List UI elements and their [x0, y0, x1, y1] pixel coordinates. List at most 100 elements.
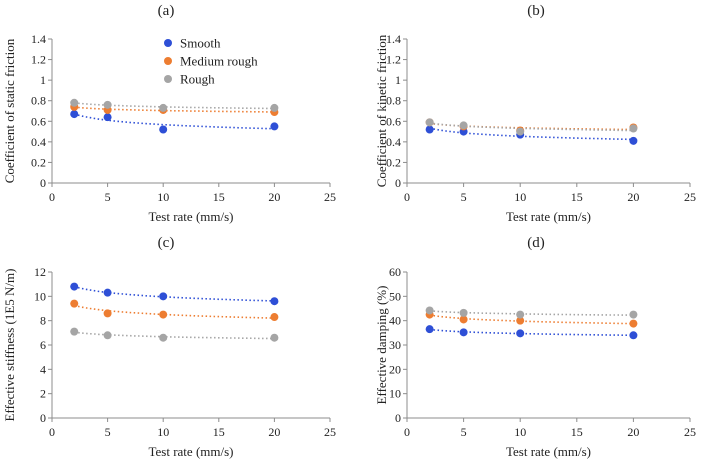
- data-point-medium-rough: [103, 309, 112, 318]
- legend-marker-rough: [164, 75, 172, 83]
- data-point-smooth: [70, 110, 79, 119]
- chart-panel-c: 0 2 4 6 8 10 12 0 5 10 15 20 25 Test rate (mm/s) Effec…: [2, 235, 336, 459]
- data-point-medium-rough: [459, 315, 468, 324]
- y-tick-label: 50: [389, 289, 401, 303]
- y-tick-label: 30: [389, 338, 401, 352]
- y-tick-label: 8: [40, 314, 46, 328]
- data-point-rough: [70, 327, 79, 336]
- data-point-rough: [629, 124, 638, 133]
- x-tick-label: 15: [571, 190, 583, 204]
- panel-label: (b): [527, 3, 545, 19]
- data-point-medium-rough: [159, 310, 168, 319]
- x-tick-label: 20: [268, 190, 280, 204]
- x-tick-label: 10: [514, 425, 526, 439]
- data-point-rough: [425, 118, 434, 127]
- data-point-smooth: [270, 297, 279, 306]
- chart-panel-d: 0 10 20 30 40 50 60 0 5 10 15 20 25 Test rate (mm/s) E…: [374, 235, 696, 459]
- y-tick-label: 0: [40, 176, 46, 190]
- y-tick-label: 40: [389, 314, 401, 328]
- y-tick-label: 0: [395, 411, 401, 425]
- data-point-smooth: [159, 125, 168, 134]
- data-point-medium-rough: [629, 319, 638, 328]
- x-tick-label: 20: [268, 425, 280, 439]
- data-point-smooth: [459, 328, 468, 337]
- x-tick-label: 25: [684, 190, 696, 204]
- trendline-rough: [74, 102, 275, 110]
- y-tick-label: 10: [389, 387, 401, 401]
- x-tick-label: 0: [49, 425, 55, 439]
- x-tick-label: 10: [514, 190, 526, 204]
- data-point-rough: [459, 121, 468, 130]
- y-axis-label: Coefficient of static friction: [2, 38, 17, 183]
- data-point-rough: [159, 103, 168, 112]
- data-point-smooth: [270, 122, 279, 131]
- x-axis-label: Test rate (mm/s): [506, 444, 591, 459]
- y-tick-label: 0.8: [386, 94, 401, 108]
- data-point-medium-rough: [70, 299, 79, 308]
- x-tick-label: 0: [404, 425, 410, 439]
- trendline-smooth: [73, 285, 275, 302]
- data-point-rough: [516, 310, 525, 319]
- x-tick-label: 15: [213, 425, 225, 439]
- legend-marker-smooth: [164, 39, 172, 47]
- chart-panel-b: 0 0.2 0.4 0.6 0.8 1 1.2 1.4 0 5 10 15 20 25 Test rate …: [374, 3, 696, 224]
- data-point-rough: [103, 100, 112, 109]
- trendline-medium-rough: [74, 304, 275, 319]
- x-tick-label: 5: [461, 425, 467, 439]
- y-tick-label: 1: [395, 73, 401, 87]
- y-tick-label: 0.6: [386, 114, 401, 128]
- data-point-rough: [459, 308, 468, 317]
- y-tick-label: 0.8: [31, 94, 46, 108]
- x-tick-label: 5: [461, 190, 467, 204]
- y-axis-label: Effective stiffness (1E5 N/m): [2, 269, 17, 422]
- x-tick-label: 10: [157, 190, 169, 204]
- data-point-smooth: [629, 136, 638, 145]
- x-axis-label: Test rate (mm/s): [148, 444, 233, 459]
- data-point-smooth: [629, 331, 638, 340]
- y-tick-label: 1.4: [31, 32, 46, 46]
- y-tick-label: 2: [40, 387, 46, 401]
- data-point-medium-rough: [270, 313, 279, 322]
- x-tick-label: 5: [105, 425, 111, 439]
- x-tick-label: 15: [213, 190, 225, 204]
- x-tick-label: 0: [404, 190, 410, 204]
- x-tick-label: 25: [684, 425, 696, 439]
- data-point-rough: [159, 333, 168, 342]
- trendline-rough: [74, 331, 275, 340]
- x-tick-label: 25: [324, 425, 336, 439]
- data-point-rough: [270, 103, 279, 112]
- x-tick-label: 15: [571, 425, 583, 439]
- data-point-smooth: [425, 125, 434, 134]
- data-point-medium-rough: [516, 316, 525, 325]
- y-tick-label: 4: [40, 362, 46, 376]
- data-point-rough: [629, 310, 638, 319]
- x-tick-label: 25: [324, 190, 336, 204]
- y-tick-label: 0.6: [31, 114, 46, 128]
- panel-label: (c): [158, 235, 175, 251]
- panel-label: (a): [158, 3, 175, 19]
- y-tick-label: 0: [40, 411, 46, 425]
- data-point-smooth: [425, 325, 434, 334]
- y-tick-label: 0: [395, 176, 401, 190]
- y-tick-label: 1: [40, 73, 46, 87]
- y-axis-label: Coefficient of kinetic friction: [374, 34, 389, 187]
- data-point-smooth: [516, 329, 525, 338]
- y-tick-label: 60: [389, 265, 401, 279]
- x-axis-label: Test rate (mm/s): [148, 209, 233, 224]
- legend-label: Medium rough: [180, 54, 258, 69]
- y-tick-label: 0.2: [386, 155, 401, 169]
- data-point-rough: [516, 127, 525, 136]
- trendline-smooth: [73, 113, 275, 130]
- y-tick-label: 0.2: [31, 155, 46, 169]
- data-point-smooth: [159, 292, 168, 301]
- legend-label: Rough: [180, 72, 215, 87]
- y-axis-label: Effective damping (%): [374, 286, 389, 405]
- panel-label: (d): [527, 235, 545, 251]
- data-point-smooth: [70, 282, 79, 291]
- data-point-rough: [70, 98, 79, 107]
- y-tick-label: 6: [40, 338, 46, 352]
- x-tick-label: 20: [627, 190, 639, 204]
- y-tick-label: 1.2: [31, 53, 46, 67]
- y-tick-label: 0.4: [31, 135, 46, 149]
